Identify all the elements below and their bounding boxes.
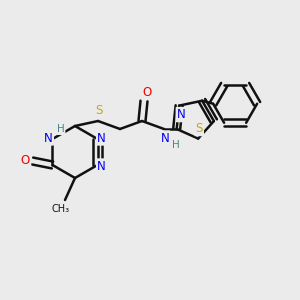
Text: CH₃: CH₃: [52, 204, 70, 214]
Text: N: N: [44, 131, 53, 145]
Text: O: O: [142, 85, 152, 98]
Text: N: N: [160, 131, 169, 145]
Text: S: S: [95, 104, 103, 118]
Text: N: N: [97, 131, 106, 145]
Text: S: S: [196, 122, 203, 135]
Text: H: H: [57, 124, 64, 134]
Text: O: O: [21, 154, 30, 166]
Text: H: H: [172, 140, 180, 150]
Text: N: N: [97, 160, 106, 172]
Text: N: N: [177, 108, 185, 121]
